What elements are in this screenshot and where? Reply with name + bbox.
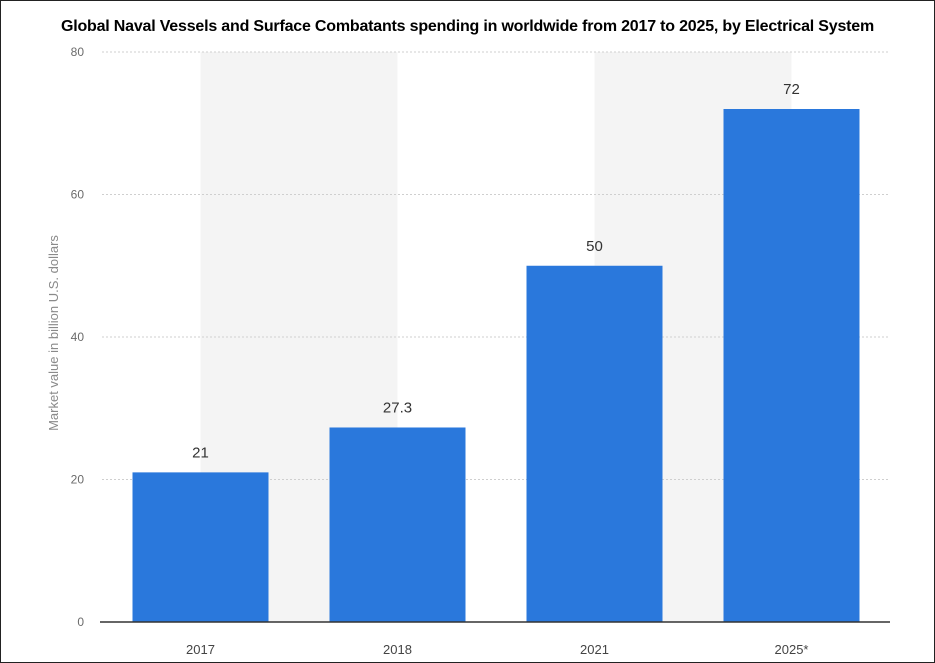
y-tick-label: 0 [77, 615, 84, 629]
x-tick-label: 2017 [186, 642, 215, 657]
y-tick-label: 40 [71, 330, 85, 344]
data-labels: 21 27.3 50 72 [192, 81, 800, 461]
bar[interactable] [526, 265, 663, 622]
x-tick-label: 2018 [383, 642, 412, 657]
y-tick-label: 80 [71, 45, 85, 59]
bars [132, 109, 860, 622]
data-label: 72 [783, 81, 800, 98]
y-axis-label: Market value in billion U.S. dollars [46, 235, 61, 431]
data-label: 27.3 [383, 399, 412, 416]
data-label: 21 [192, 444, 209, 461]
y-tick-label: 60 [71, 188, 85, 202]
bar[interactable] [723, 109, 860, 622]
x-axis-ticks: 2017 2018 2021 2025* [186, 642, 808, 657]
y-tick-label: 20 [71, 473, 85, 487]
x-tick-label: 2021 [580, 642, 609, 657]
y-axis-ticks: 0 20 40 60 80 [71, 45, 85, 629]
chart-title: Global Naval Vessels and Surface Combata… [60, 18, 875, 35]
bar[interactable] [329, 427, 466, 622]
data-label: 50 [586, 238, 603, 255]
x-tick-label: 2025* [775, 642, 809, 657]
bar[interactable] [132, 472, 269, 622]
